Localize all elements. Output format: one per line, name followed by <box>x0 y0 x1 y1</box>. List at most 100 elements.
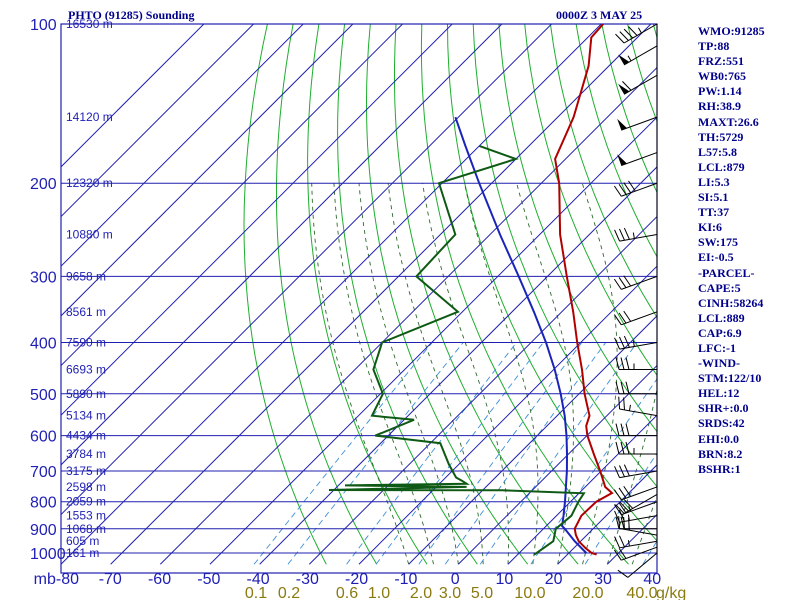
wind-barb-full <box>623 464 630 477</box>
wind-barb-staff <box>619 341 658 350</box>
wind-barb <box>618 396 658 417</box>
index-item: TP:88 <box>698 39 730 54</box>
wind-barb-staff <box>623 74 658 95</box>
isotherm-line <box>308 215 657 565</box>
mixing-ratio-label: 0.1 <box>245 585 267 600</box>
pressure-labels: 100 200 300 400 500 600 700 800 900 1000 <box>30 17 66 563</box>
isotherm-line <box>61 24 254 218</box>
height-label: 2059 m <box>66 495 106 509</box>
index-item: -PARCEL- <box>698 265 755 280</box>
isotherm-line <box>61 24 205 168</box>
mixing-ratio-line <box>479 342 638 565</box>
wind-barb <box>613 180 658 197</box>
wind-barb-full <box>623 485 632 497</box>
isotherm-line <box>61 24 453 416</box>
pressure-label: 1000 <box>30 546 66 563</box>
wind-barb-full <box>620 357 625 370</box>
dry-adiabat-line <box>365 24 529 565</box>
isotherm-line <box>61 24 503 466</box>
mixing-ratio-label: 0.2 <box>278 585 300 600</box>
wind-barb-full <box>615 516 620 529</box>
wind-barb-full <box>623 28 634 39</box>
wind-barb <box>617 116 658 131</box>
mixing-ratio-label: 5.0 <box>471 585 493 600</box>
wind-barb-full <box>614 466 621 478</box>
wind-pennant <box>617 154 627 166</box>
temperature-tick-label: 30 <box>594 571 612 588</box>
wind-barb-full <box>615 504 625 514</box>
temperature-tick-label: -20 <box>345 571 368 588</box>
wind-barb-staff <box>619 234 658 242</box>
wind-barb-staff <box>619 408 658 417</box>
wind-barb <box>614 335 658 350</box>
wind-barb-staff <box>627 552 658 578</box>
wind-barb-full <box>615 423 620 436</box>
wind-barb-full <box>613 549 622 561</box>
wind-barb-staff <box>619 540 658 549</box>
height-label: 4434 m <box>66 429 106 443</box>
wind-barb-full <box>615 33 625 44</box>
temperature-tick-label: -70 <box>99 571 122 588</box>
wind-barbs <box>613 23 658 578</box>
index-item: L57:5.8 <box>698 144 737 159</box>
dry-adiabat-line <box>243 24 327 565</box>
mixing-ratio-label: 1.0 <box>368 585 390 600</box>
wind-barb <box>614 535 658 549</box>
temperature-tick-label: -30 <box>296 571 319 588</box>
wind-barb-full <box>620 423 625 436</box>
mixing-ratio-line <box>253 342 433 565</box>
mixing-ratio-line <box>418 342 583 565</box>
wind-barb-full <box>613 278 622 290</box>
pressure-label: 800 <box>30 495 57 512</box>
wind-barb-staff <box>621 546 658 561</box>
pressure-label: 400 <box>30 335 57 352</box>
wind-barb-full <box>620 516 625 529</box>
wind-barb-staff <box>621 501 658 516</box>
isotherm-line <box>61 24 354 317</box>
mixing-ratio-unit: g/kg <box>656 585 686 600</box>
wind-barb <box>615 516 657 530</box>
wind-pennant <box>618 83 630 95</box>
height-label: 8561 m <box>66 305 106 319</box>
mixing-ratio-label: 3.0 <box>439 585 461 600</box>
wind-barb-full <box>613 314 622 326</box>
temperature-tick-label: -10 <box>394 571 417 588</box>
wind-barb-half <box>632 232 635 239</box>
wind-barb-staff <box>621 311 658 326</box>
temperature-tick-label: mb-80 <box>34 571 79 588</box>
moist-adiabat-line <box>311 183 410 565</box>
index-item: CAPE:5 <box>698 280 741 295</box>
index-item: LI:5.3 <box>698 174 730 189</box>
wind-barb-staff <box>619 527 658 536</box>
wind-barb-staff <box>621 486 658 501</box>
wind-barb-full <box>625 357 630 370</box>
index-item: LFC:-1 <box>698 340 736 355</box>
wind-barb-full <box>613 504 622 516</box>
temperature-tick-label: 40 <box>643 571 661 588</box>
wind-barb-staff <box>621 275 658 290</box>
moist-adiabat-line <box>516 183 574 565</box>
pressure-label: 500 <box>30 387 57 404</box>
wind-barb-full <box>628 26 638 36</box>
temperature-tick-label: -40 <box>247 571 270 588</box>
isotherm-line <box>209 116 657 565</box>
index-item: STM:122/10 <box>698 371 762 386</box>
index-item: LCL:879 <box>698 159 745 174</box>
wind-barb-full <box>613 489 622 501</box>
mixing-ratio-label: 2.0 <box>410 585 432 600</box>
wind-barb-half <box>637 27 642 34</box>
temperature-tick-label: -50 <box>197 571 220 588</box>
wind-barb-full <box>618 547 627 559</box>
wind-barb-full <box>620 381 625 394</box>
wind-barb-full <box>625 381 630 394</box>
temperature-trace <box>554 24 614 556</box>
index-item: WB0:765 <box>698 69 746 84</box>
wind-barb <box>613 485 658 501</box>
pressure-label: 300 <box>30 269 57 286</box>
index-item: -WIND- <box>698 356 740 371</box>
height-label: 10880 m <box>66 228 113 242</box>
wind-barb-full <box>619 535 625 548</box>
isotherm-line <box>61 24 602 565</box>
wind-barb <box>614 464 658 479</box>
index-item: WMO:91285 <box>698 24 765 38</box>
